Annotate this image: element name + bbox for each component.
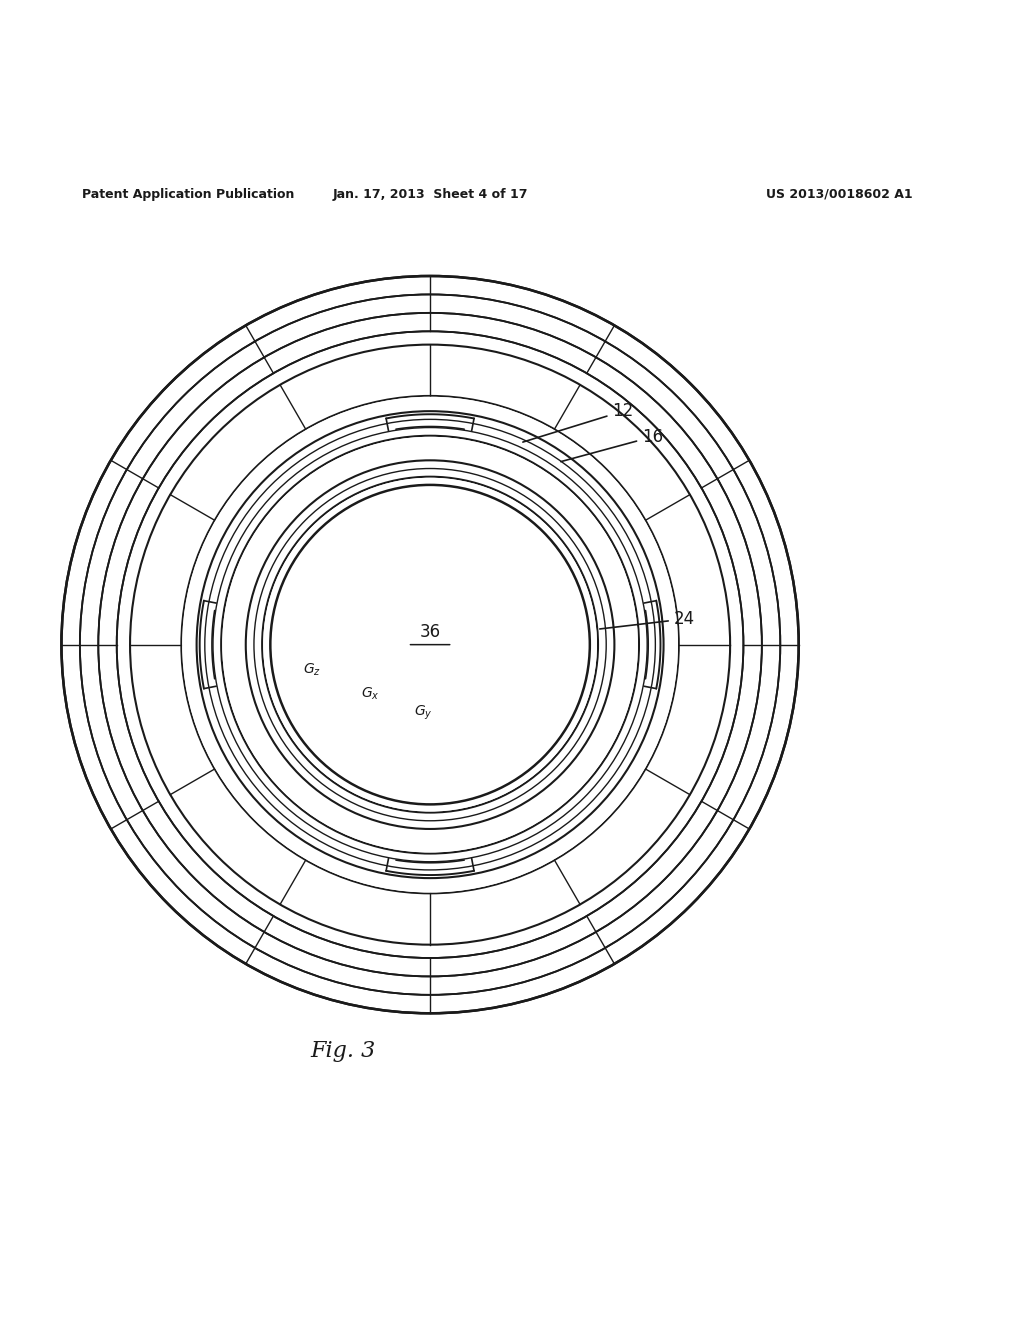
Text: Jan. 17, 2013  Sheet 4 of 17: Jan. 17, 2013 Sheet 4 of 17 bbox=[333, 187, 527, 201]
Text: $G_x$: $G_x$ bbox=[361, 685, 380, 702]
Text: Fig. 3: Fig. 3 bbox=[310, 1040, 376, 1063]
Circle shape bbox=[263, 478, 597, 812]
Text: 12: 12 bbox=[523, 403, 634, 442]
Text: 16: 16 bbox=[561, 428, 664, 462]
Circle shape bbox=[222, 437, 638, 853]
Text: US 2013/0018602 A1: US 2013/0018602 A1 bbox=[766, 187, 913, 201]
Circle shape bbox=[119, 334, 741, 956]
Text: 36: 36 bbox=[420, 623, 440, 642]
Text: $G_y$: $G_y$ bbox=[414, 704, 432, 722]
Circle shape bbox=[51, 265, 809, 1023]
Text: Patent Application Publication: Patent Application Publication bbox=[82, 187, 294, 201]
Circle shape bbox=[272, 487, 588, 803]
Circle shape bbox=[182, 397, 678, 892]
Text: 24: 24 bbox=[600, 610, 695, 628]
Text: $G_z$: $G_z$ bbox=[303, 663, 322, 678]
